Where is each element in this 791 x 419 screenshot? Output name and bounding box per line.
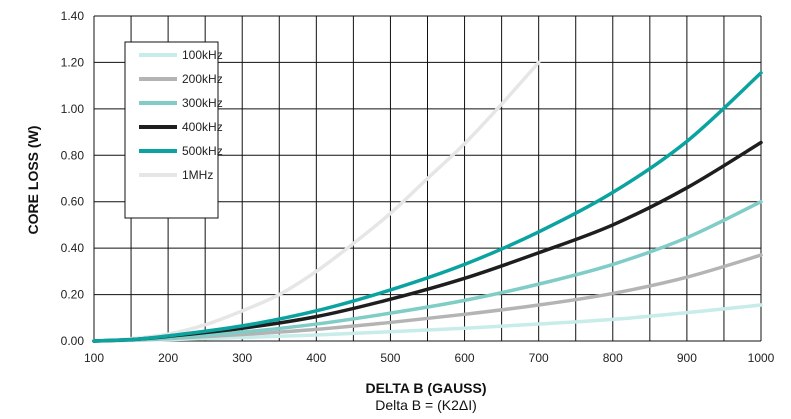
legend-box (124, 41, 219, 219)
y-tick-label: 0.00 (61, 334, 85, 348)
y-axis-title: CORE LOSS (W) (25, 126, 41, 235)
grid (93, 15, 762, 342)
series-lines (92, 60, 763, 343)
legend: 100kHz 200kHz 300kHz 400kHz 500kHz 1MHz (124, 41, 223, 219)
legend-label: 1MHz (182, 168, 213, 182)
x-tick-label: 900 (677, 351, 697, 365)
y-tick-label: 0.60 (61, 195, 85, 209)
legend-label: 400kHz (182, 120, 223, 134)
x-axis-subtitle: Delta B = (K2ΔI) (375, 397, 477, 413)
x-tick-label: 300 (232, 351, 252, 365)
x-tick-label: 700 (529, 351, 549, 365)
series-line-1mhz (92, 60, 541, 343)
y-tick-label: 0.20 (61, 288, 85, 302)
legend-label: 200kHz (182, 72, 223, 86)
legend-label: 100kHz (182, 48, 223, 62)
x-tick-label: 100 (84, 351, 104, 365)
x-axis-title: DELTA B (GAUSS) (365, 380, 486, 396)
x-tick-labels: 100 200 300 400 500 600 700 800 900 1000 (84, 351, 775, 365)
x-tick-label: 600 (455, 351, 475, 365)
x-tick-label: 500 (380, 351, 400, 365)
legend-label: 500kHz (182, 144, 223, 158)
legend-label: 300kHz (182, 96, 223, 110)
y-tick-label: 0.40 (61, 241, 85, 255)
y-tick-labels: 0.00 0.20 0.40 0.60 0.80 1.00 1.20 1.40 (61, 9, 85, 348)
x-tick-label: 400 (306, 351, 326, 365)
y-tick-label: 1.40 (61, 9, 85, 23)
y-tick-label: 0.80 (61, 148, 85, 162)
y-tick-label: 1.20 (61, 55, 85, 69)
x-tick-label: 800 (603, 351, 623, 365)
series-line-500khz (92, 71, 763, 343)
x-tick-label: 200 (158, 351, 178, 365)
y-tick-label: 1.00 (61, 102, 85, 116)
x-tick-label: 1000 (748, 351, 775, 365)
